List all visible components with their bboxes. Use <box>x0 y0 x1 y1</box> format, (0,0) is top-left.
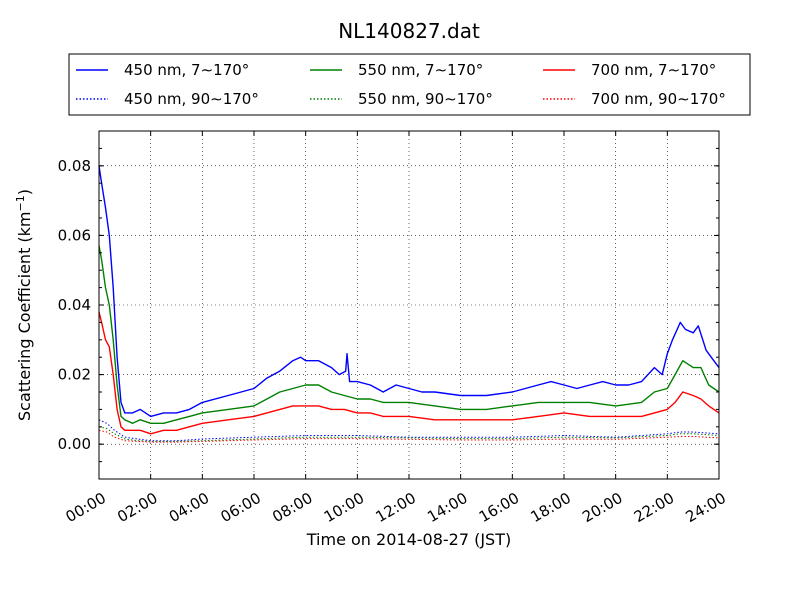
x-tick-label: 20:00 <box>579 489 625 526</box>
y-tick-label: 0.04 <box>58 296 91 314</box>
x-tick-label: 02:00 <box>114 489 160 526</box>
x-tick-label: 04:00 <box>166 489 212 526</box>
y-tick-label: 0.00 <box>58 435 91 453</box>
x-tick-label: 06:00 <box>218 489 264 526</box>
y-axis-label-superscript: −1 <box>14 195 27 211</box>
y-axis-label-close: ) <box>15 189 34 195</box>
x-tick-label: 10:00 <box>321 489 367 526</box>
chart-title: NL140827.dat <box>338 19 480 43</box>
x-tick-label: 24:00 <box>683 489 729 526</box>
legend-entry: 550 nm, 90∼170° <box>358 90 493 108</box>
legend-box <box>68 53 751 116</box>
gridlines <box>98 131 720 479</box>
x-tick-label: 08:00 <box>269 489 315 526</box>
legend-entry: 450 nm, 7∼170° <box>124 61 249 79</box>
series-line <box>98 419 720 442</box>
x-tick-label: 16:00 <box>476 489 522 526</box>
y-tick-label: 0.08 <box>58 157 91 175</box>
series-line <box>98 426 720 442</box>
legend-entry: 550 nm, 7∼170° <box>358 61 483 79</box>
y-tick-label: 0.02 <box>58 366 91 384</box>
x-axis: 00:00 02:00 04:00 06:00 08:00 10:00 12:00 14:00… <box>63 131 729 526</box>
legend: 450 nm, 7∼170° 450 nm, 90∼170° 550 nm, 7∼1… <box>76 61 726 108</box>
x-tick-label: 00:00 <box>63 489 109 526</box>
series-layer <box>98 165 720 443</box>
legend-entry: 700 nm, 7∼170° <box>591 61 716 79</box>
y-tick-label: 0.06 <box>58 226 91 244</box>
x-tick-label: 14:00 <box>424 489 470 526</box>
series-line <box>98 165 720 418</box>
legend-entry: 700 nm, 90∼170° <box>591 90 726 108</box>
y-axis: 0.00 0.02 0.04 0.06 0.08 <box>58 130 719 480</box>
legend-entry: 450 nm, 90∼170° <box>124 90 259 108</box>
y-axis-label: Scattering Coefficient (km−1) <box>14 189 34 421</box>
x-tick-label: 22:00 <box>631 489 677 526</box>
series-line <box>98 429 720 443</box>
x-tick-label: 12:00 <box>373 489 419 526</box>
series-line <box>98 311 720 435</box>
x-axis-label: Time on 2014-08-27 (JST) <box>306 530 511 549</box>
y-axis-label-text: Scattering Coefficient (km <box>15 211 34 421</box>
series-line <box>98 245 720 424</box>
x-tick-label: 18:00 <box>528 489 574 526</box>
